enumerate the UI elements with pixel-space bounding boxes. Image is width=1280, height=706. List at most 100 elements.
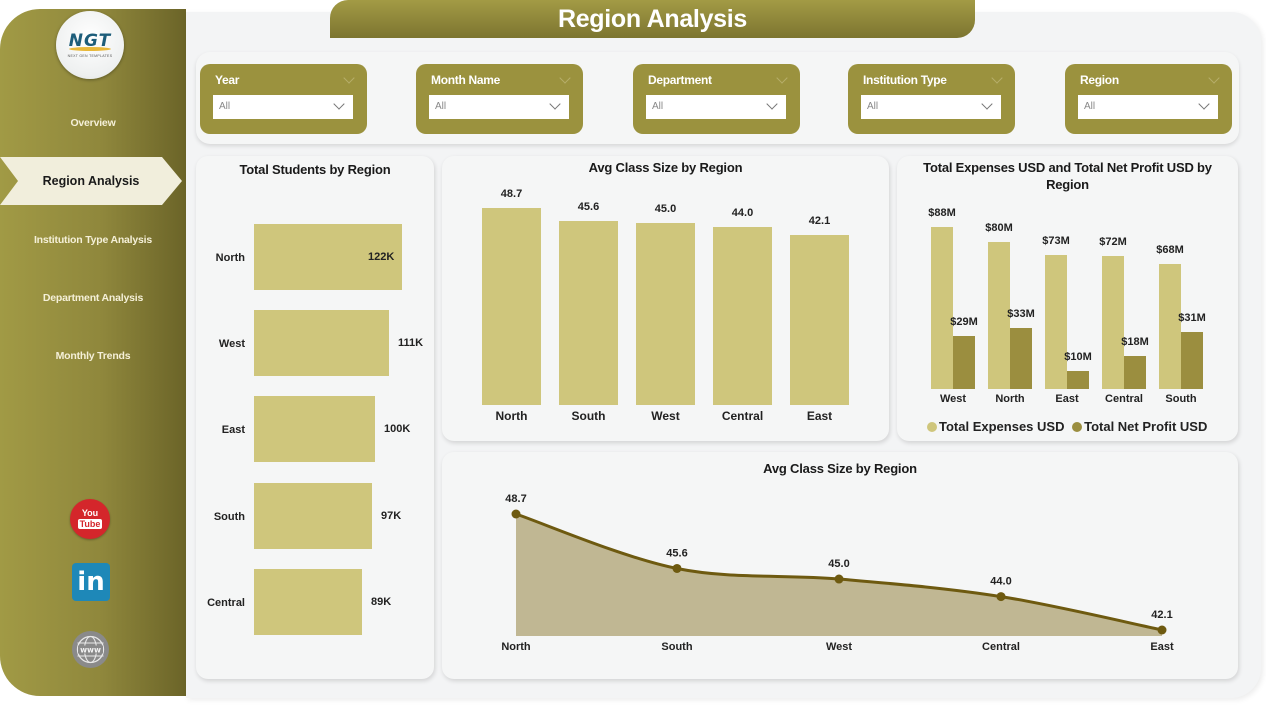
legend-label-expenses[interactable]: Total Expenses USD bbox=[939, 419, 1065, 434]
x-axis-label: Central bbox=[982, 641, 1020, 653]
globe-icon: www bbox=[76, 635, 105, 664]
data-label: $80M bbox=[985, 222, 1013, 234]
bar[interactable] bbox=[636, 223, 695, 405]
youtube-icon[interactable]: You Tube bbox=[70, 499, 110, 539]
chart-avg-class-size-bar[interactable]: Avg Class Size by Region 48.7 North 45.6 So… bbox=[442, 156, 889, 441]
data-label: $68M bbox=[1156, 244, 1184, 256]
bar[interactable] bbox=[254, 569, 362, 635]
bar[interactable] bbox=[482, 208, 541, 405]
chevron-down-icon bbox=[549, 98, 561, 110]
logo-subtitle: NEXT GEN TEMPLATES bbox=[67, 54, 113, 58]
category-label: West bbox=[218, 338, 245, 350]
data-label: 48.7 bbox=[500, 188, 523, 200]
legend-label-net-profit[interactable]: Total Net Profit USD bbox=[1084, 419, 1208, 434]
sidebar-item-monthly-trends[interactable]: Monthly Trends bbox=[55, 350, 131, 362]
data-point-marker[interactable] bbox=[834, 574, 844, 584]
net-profit-bar[interactable] bbox=[953, 336, 975, 389]
bar[interactable] bbox=[254, 310, 389, 376]
chevron-down-icon bbox=[333, 98, 345, 110]
chart-legend: Total Expenses USD Total Net Profit USD bbox=[927, 419, 1207, 434]
chevron-down-icon[interactable] bbox=[559, 72, 571, 84]
dropdown-value: All bbox=[1084, 101, 1096, 112]
bar-row: North 122K bbox=[196, 224, 434, 290]
chart-title: Total Students by Region bbox=[239, 162, 391, 177]
net-profit-bar[interactable] bbox=[1181, 332, 1203, 389]
bar-row: Central 89K bbox=[196, 569, 434, 635]
x-axis-label: East bbox=[1055, 393, 1079, 405]
sidebar-item-department-analysis[interactable]: Department Analysis bbox=[42, 292, 144, 304]
active-nav-arrow-shape bbox=[0, 157, 182, 205]
chart-title: Total Expenses USD and Total Net Profit … bbox=[923, 160, 1212, 192]
slicer-label: Department bbox=[648, 73, 712, 87]
expenses-bar[interactable] bbox=[988, 242, 1010, 389]
data-point-marker[interactable] bbox=[1157, 625, 1167, 635]
bar[interactable] bbox=[254, 224, 402, 290]
sidebar-item-overview[interactable]: Overview bbox=[70, 117, 116, 129]
youtube-icon-bottom: Tube bbox=[77, 519, 103, 529]
data-label: 48.7 bbox=[505, 493, 526, 505]
data-label: $73M bbox=[1042, 235, 1070, 247]
dropdown-value: All bbox=[867, 101, 879, 112]
bar[interactable] bbox=[713, 227, 772, 405]
year-dropdown[interactable]: All bbox=[213, 95, 353, 119]
data-label: 42.1 bbox=[808, 215, 831, 227]
slicer-department: Department All bbox=[633, 64, 800, 134]
chart-expenses-net-profit-by-region[interactable]: Total Expenses USD and Total Net Profit … bbox=[897, 156, 1238, 441]
data-label: 111K bbox=[398, 337, 424, 349]
bar[interactable] bbox=[254, 396, 375, 462]
month-name-dropdown[interactable]: All bbox=[429, 95, 569, 119]
dropdown-value: All bbox=[219, 101, 231, 112]
expenses-bar[interactable] bbox=[1102, 256, 1124, 389]
legend-dot-net-profit-icon bbox=[1072, 422, 1083, 432]
chevron-down-icon[interactable] bbox=[991, 72, 1003, 84]
chevron-down-icon bbox=[766, 98, 778, 110]
x-axis-label: East bbox=[806, 409, 833, 423]
data-label: $29M bbox=[950, 316, 978, 328]
region-dropdown[interactable]: All bbox=[1078, 95, 1218, 119]
dropdown-value: All bbox=[435, 101, 447, 112]
net-profit-bar[interactable] bbox=[1010, 328, 1032, 389]
net-profit-bar[interactable] bbox=[1124, 356, 1146, 389]
department-dropdown[interactable]: All bbox=[646, 95, 786, 119]
chart-avg-class-size-area[interactable]: Avg Class Size by Region 48.7 North 45.6 So… bbox=[442, 452, 1238, 679]
net-profit-bar[interactable] bbox=[1067, 371, 1089, 389]
x-axis-label: Central bbox=[721, 409, 764, 423]
category-label: Central bbox=[207, 597, 245, 609]
chevron-down-icon[interactable] bbox=[1208, 72, 1220, 84]
expenses-bar[interactable] bbox=[1045, 255, 1067, 389]
bar-row: West 111K bbox=[196, 310, 434, 376]
bar[interactable] bbox=[559, 221, 618, 405]
data-point-marker[interactable] bbox=[672, 563, 682, 573]
chart-total-students-by-region[interactable]: Total Students by Region North 122K West 11… bbox=[196, 156, 434, 679]
chevron-down-icon[interactable] bbox=[776, 72, 788, 84]
sidebar-item-label: Region Analysis bbox=[42, 174, 140, 188]
website-globe-icon[interactable]: www bbox=[72, 631, 109, 668]
data-point-marker[interactable] bbox=[511, 509, 521, 519]
bar[interactable] bbox=[790, 235, 849, 405]
x-axis-label: South bbox=[661, 641, 692, 653]
logo-swoosh-icon bbox=[69, 47, 111, 51]
slicer-institution-type: Institution Type All bbox=[848, 64, 1015, 134]
page-title-banner: Region Analysis bbox=[330, 0, 975, 38]
x-axis-label: North bbox=[501, 641, 531, 653]
data-label: 42.1 bbox=[1151, 609, 1172, 621]
chevron-down-icon bbox=[1198, 98, 1210, 110]
expenses-bar[interactable] bbox=[1159, 264, 1181, 389]
data-point-marker[interactable] bbox=[996, 592, 1006, 602]
bar[interactable] bbox=[254, 483, 372, 549]
slicer-region: Region All bbox=[1065, 64, 1232, 134]
dropdown-value: All bbox=[652, 101, 664, 112]
page-title: Region Analysis bbox=[557, 5, 748, 33]
chevron-down-icon[interactable] bbox=[343, 72, 355, 84]
area-fill bbox=[516, 514, 1162, 636]
x-axis-label: South bbox=[571, 409, 606, 423]
data-label: 45.6 bbox=[666, 547, 687, 559]
data-label: $10M bbox=[1064, 351, 1092, 363]
linkedin-icon[interactable]: in bbox=[72, 563, 110, 601]
institution-type-dropdown[interactable]: All bbox=[861, 95, 1001, 119]
sidebar-item-institution-type-analysis[interactable]: Institution Type Analysis bbox=[33, 234, 153, 246]
sidebar-item-region-analysis[interactable]: Region Analysis bbox=[0, 157, 182, 205]
expenses-bar[interactable] bbox=[931, 227, 953, 389]
slicer-label: Institution Type bbox=[863, 73, 947, 87]
